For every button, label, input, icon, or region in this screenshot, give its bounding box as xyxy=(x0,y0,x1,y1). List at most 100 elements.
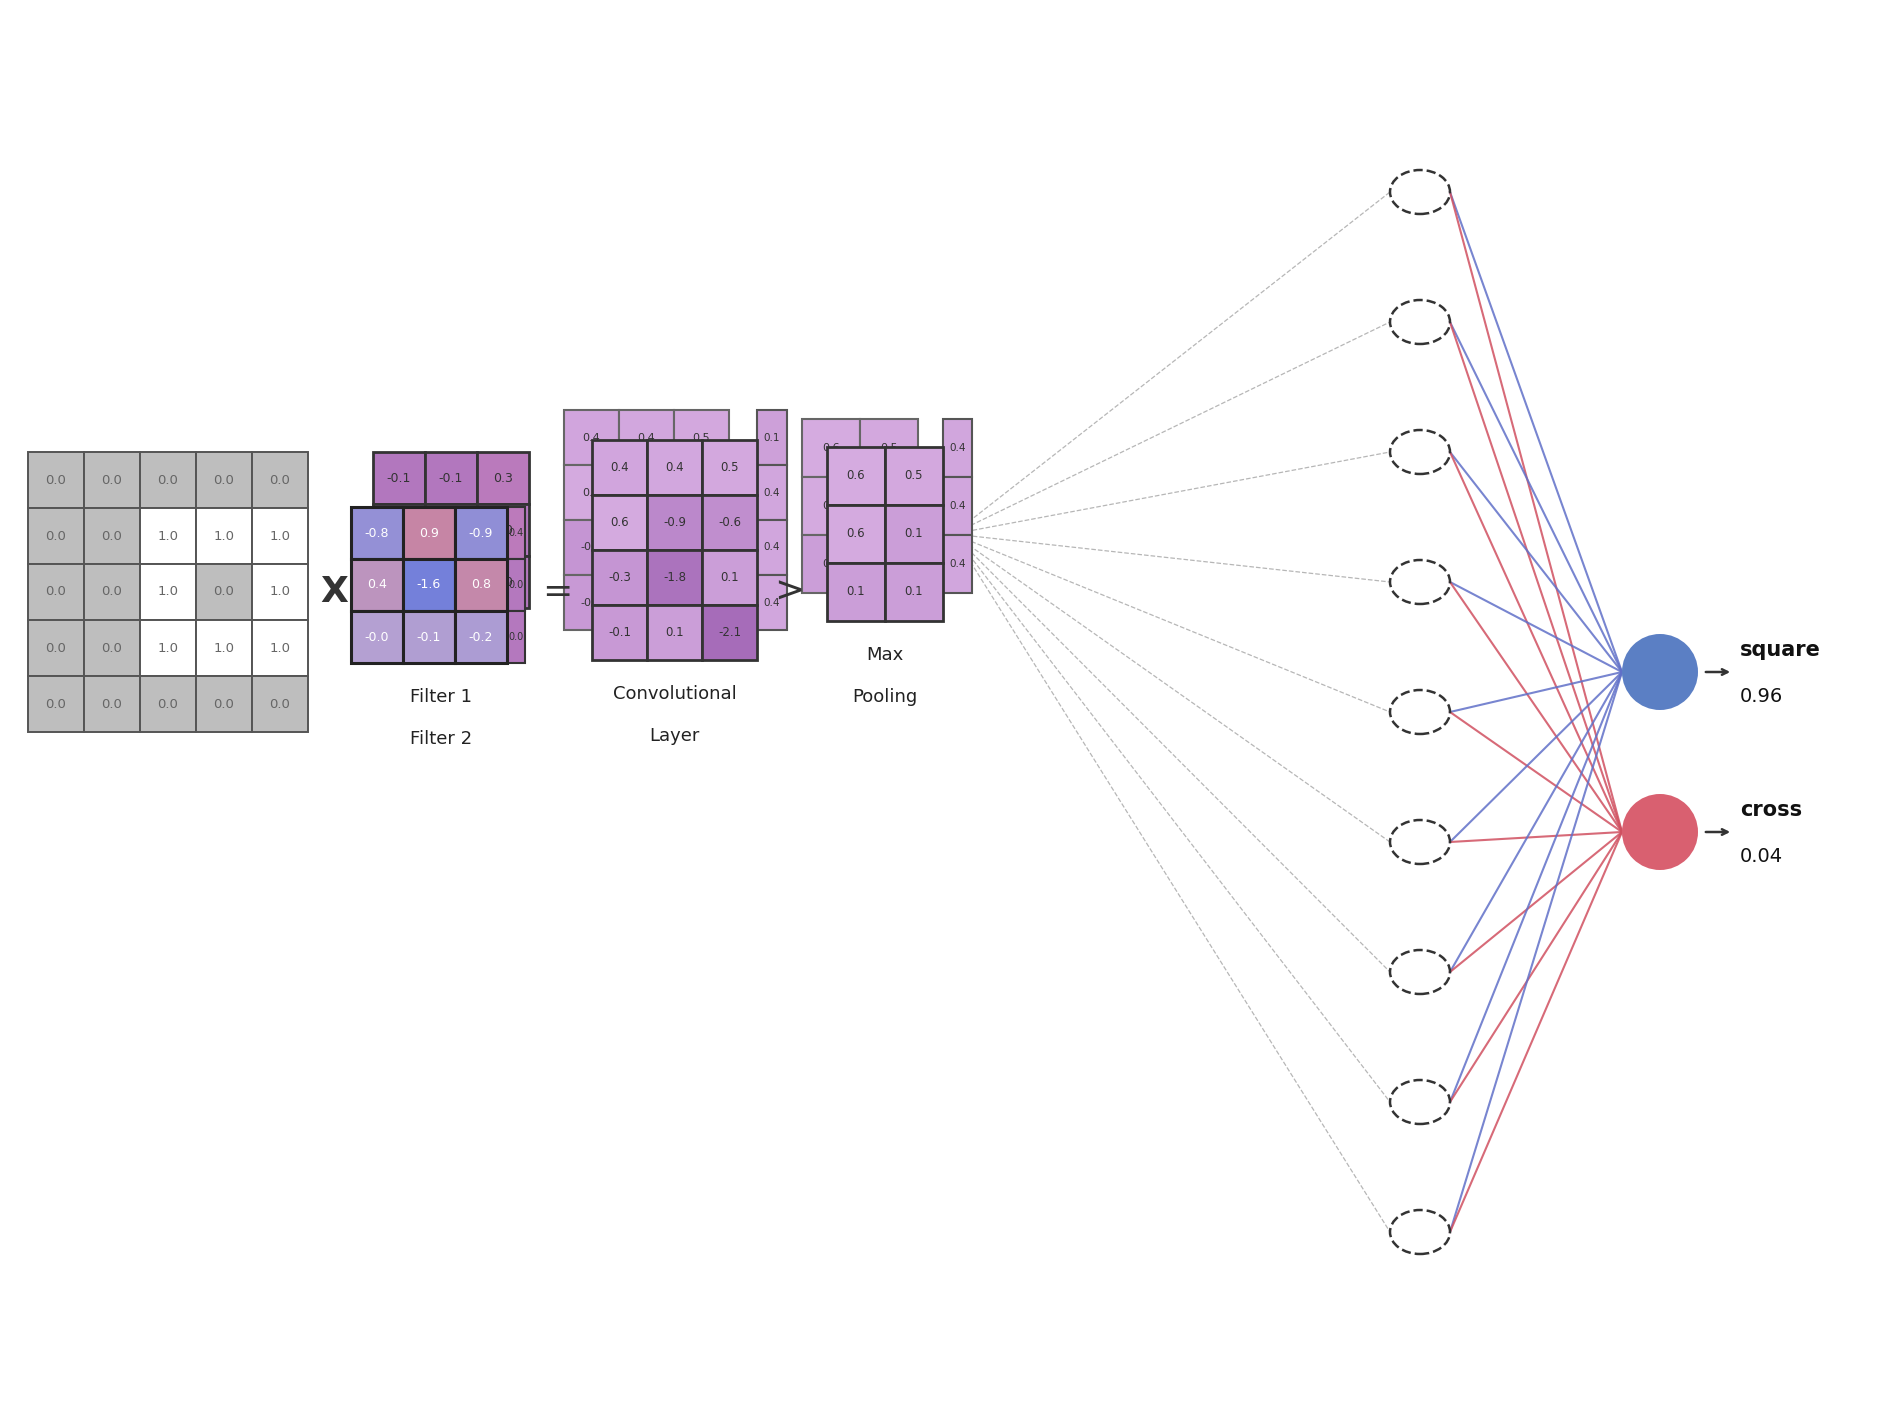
Text: 0.4: 0.4 xyxy=(582,432,601,442)
Bar xyxy=(943,477,973,535)
Text: 0.5: 0.5 xyxy=(905,470,924,483)
Text: 0.0: 0.0 xyxy=(494,576,513,589)
Text: -0.1: -0.1 xyxy=(580,597,603,607)
Bar xyxy=(477,504,530,556)
Bar xyxy=(674,409,729,465)
Text: 0.0: 0.0 xyxy=(45,473,66,487)
Bar xyxy=(860,535,918,593)
Bar xyxy=(195,620,252,676)
Text: -0.9: -0.9 xyxy=(635,487,657,497)
Bar xyxy=(702,604,757,659)
Text: 0.1: 0.1 xyxy=(905,528,924,541)
Bar xyxy=(757,409,787,465)
Bar xyxy=(885,505,943,563)
Bar xyxy=(28,620,85,676)
Text: 0.4: 0.4 xyxy=(764,487,781,497)
Text: -0.1: -0.1 xyxy=(439,472,464,484)
Bar xyxy=(620,409,674,465)
Bar xyxy=(374,452,424,504)
Text: Convolutional: Convolutional xyxy=(612,685,736,703)
Text: 0.0: 0.0 xyxy=(214,586,235,599)
Text: Layer: Layer xyxy=(650,727,700,746)
Text: -0.3: -0.3 xyxy=(608,570,631,585)
Text: -0.0: -0.0 xyxy=(364,631,389,644)
Text: 0.6: 0.6 xyxy=(847,528,866,541)
Text: 0.3: 0.3 xyxy=(494,472,513,484)
Bar xyxy=(702,441,757,496)
Text: 0.1: 0.1 xyxy=(764,432,781,442)
Bar xyxy=(141,508,195,563)
Bar xyxy=(351,611,404,664)
Text: -0.1: -0.1 xyxy=(417,631,441,644)
Bar xyxy=(648,441,702,496)
Bar xyxy=(85,563,141,620)
Bar xyxy=(477,556,530,609)
Text: 0.0: 0.0 xyxy=(45,698,66,710)
Text: -0.1: -0.1 xyxy=(608,626,631,640)
Bar xyxy=(424,556,477,609)
Text: 0.0: 0.0 xyxy=(270,698,291,710)
Bar xyxy=(620,575,674,630)
Bar xyxy=(28,452,85,508)
Bar xyxy=(454,611,507,664)
Text: -0.2: -0.2 xyxy=(470,631,494,644)
Bar xyxy=(195,563,252,620)
Bar xyxy=(802,477,860,535)
Bar xyxy=(28,563,85,620)
Text: square: square xyxy=(1741,640,1822,659)
Bar xyxy=(702,551,757,604)
Text: 1.0: 1.0 xyxy=(270,641,291,655)
Text: -1.6: -1.6 xyxy=(417,579,441,592)
Bar xyxy=(85,676,141,731)
Text: 0.4: 0.4 xyxy=(389,576,409,589)
Bar xyxy=(85,508,141,563)
Bar xyxy=(85,620,141,676)
Text: 1.0: 1.0 xyxy=(158,586,178,599)
Bar xyxy=(563,575,620,630)
Text: 0.1: 0.1 xyxy=(823,559,839,569)
Text: >: > xyxy=(774,575,804,609)
Text: cross: cross xyxy=(1741,801,1803,820)
Text: 0.1: 0.1 xyxy=(905,586,924,599)
Text: -0.9: -0.9 xyxy=(470,527,494,539)
Bar xyxy=(507,559,526,611)
Bar xyxy=(404,611,454,664)
Bar xyxy=(860,419,918,477)
Bar xyxy=(141,676,195,731)
Text: 0.0: 0.0 xyxy=(45,530,66,542)
Bar xyxy=(648,604,702,659)
Text: 0.0: 0.0 xyxy=(509,580,524,590)
Bar xyxy=(477,452,530,504)
Text: 0.0: 0.0 xyxy=(45,641,66,655)
Bar xyxy=(826,505,885,563)
Text: X: X xyxy=(319,575,347,609)
Bar xyxy=(424,504,477,556)
Text: 0.1: 0.1 xyxy=(639,597,655,607)
Text: 1.0: 1.0 xyxy=(270,530,291,542)
Text: 0.4: 0.4 xyxy=(610,460,629,474)
Text: -0.9: -0.9 xyxy=(663,515,685,530)
Text: -0.1: -0.1 xyxy=(387,472,411,484)
Bar xyxy=(860,477,918,535)
Bar xyxy=(620,520,674,575)
Bar xyxy=(826,448,885,505)
Text: 0.0: 0.0 xyxy=(101,641,122,655)
Text: 1.0: 1.0 xyxy=(158,641,178,655)
Text: 0.1: 0.1 xyxy=(847,586,866,599)
Bar xyxy=(826,563,885,621)
Text: 0.0: 0.0 xyxy=(158,698,178,710)
Bar xyxy=(507,507,526,559)
Text: 0.0: 0.0 xyxy=(214,473,235,487)
Bar xyxy=(943,535,973,593)
Text: 0.9: 0.9 xyxy=(419,527,439,539)
Text: 0.0: 0.0 xyxy=(158,473,178,487)
Text: -0.8: -0.8 xyxy=(364,527,389,539)
Text: 0.4: 0.4 xyxy=(948,443,965,453)
Text: 0.4: 0.4 xyxy=(764,542,781,552)
Bar xyxy=(351,507,404,559)
Bar xyxy=(351,559,404,611)
Text: 0.0: 0.0 xyxy=(214,698,235,710)
Bar xyxy=(592,496,648,551)
Bar xyxy=(374,504,424,556)
Text: 0.6: 0.6 xyxy=(847,470,866,483)
